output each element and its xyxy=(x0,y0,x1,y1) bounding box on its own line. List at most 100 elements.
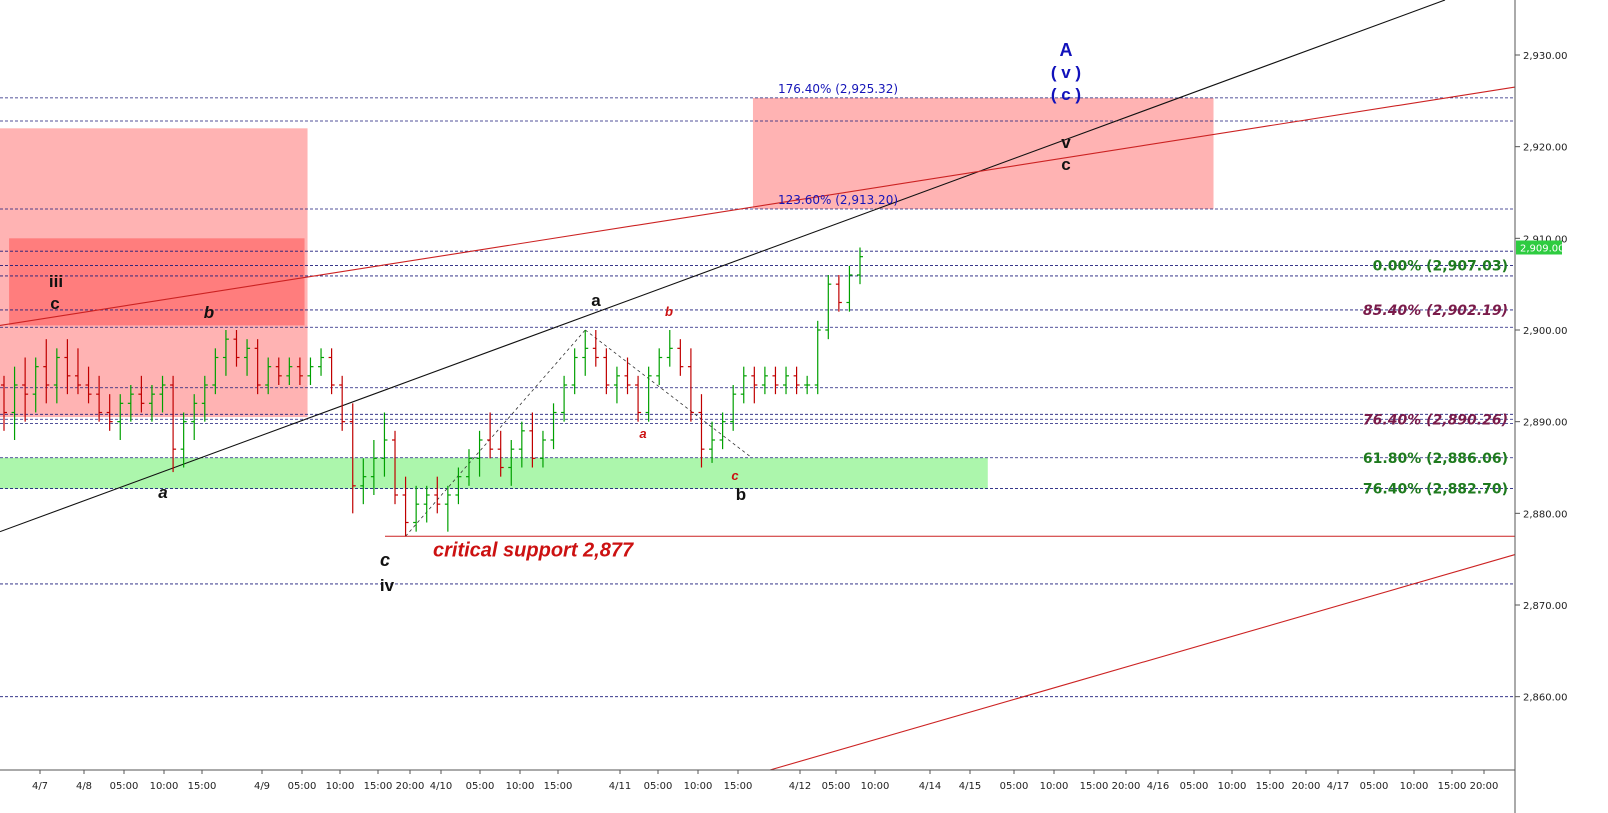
price-bar xyxy=(444,485,451,532)
price-bar xyxy=(286,357,293,385)
y-tick-label: 2,890.00 xyxy=(1523,418,1568,429)
price-bar xyxy=(635,375,642,422)
price-bar xyxy=(529,412,536,468)
price-bar xyxy=(603,348,610,395)
fib-label: 76.40% (2,890.26) xyxy=(1363,412,1508,428)
horizontal-levels-layer xyxy=(0,97,1515,698)
price-bar xyxy=(381,412,388,477)
x-tick-label: 4/7 xyxy=(32,781,48,792)
x-tick-label: 20:00 xyxy=(1112,781,1141,792)
price-bar xyxy=(751,366,758,404)
x-tick-label: 05:00 xyxy=(1000,781,1029,792)
x-tick-label: 4/16 xyxy=(1147,781,1169,792)
fib-label: 0.00% (2,907.03) xyxy=(1373,259,1508,275)
x-tick-label: 4/17 xyxy=(1327,781,1349,792)
x-tick-label: 20:00 xyxy=(1470,781,1499,792)
wave-label: iii xyxy=(49,272,63,291)
price-bar xyxy=(392,430,399,505)
price-bar xyxy=(857,247,863,285)
y-tick-label: 2,880.00 xyxy=(1523,509,1568,520)
trend-line xyxy=(769,554,1516,771)
price-bar xyxy=(74,348,81,395)
price-bar xyxy=(96,375,103,422)
price-bar xyxy=(656,348,663,385)
price-bar xyxy=(413,485,420,532)
x-tick-label: 15:00 xyxy=(364,781,393,792)
support-zone xyxy=(0,457,988,489)
price-bar xyxy=(318,348,325,376)
price-bar xyxy=(434,476,441,514)
x-tick-label: 10:00 xyxy=(150,781,179,792)
resistance-dark-zone xyxy=(9,238,305,326)
price-bar xyxy=(275,357,282,385)
wave-label: a xyxy=(591,291,601,310)
x-tick-label: 15:00 xyxy=(188,781,217,792)
price-bar xyxy=(222,330,229,376)
price-bars-layer xyxy=(1,247,863,537)
x-tick-label: 10:00 xyxy=(1040,781,1069,792)
price-bar xyxy=(201,375,208,422)
price-bar xyxy=(518,421,525,468)
price-bar xyxy=(804,375,811,395)
wave-label: a xyxy=(639,426,646,441)
last-price-tag xyxy=(1516,240,1562,255)
price-bar xyxy=(772,366,779,395)
x-tick-label: 4/15 xyxy=(959,781,981,792)
y-tick-label: 2,870.00 xyxy=(1523,601,1568,612)
wave-label: b xyxy=(204,303,214,322)
resistance-zone xyxy=(752,97,1214,209)
wave-label: v xyxy=(1061,133,1071,152)
fib-label: 85.40% (2,902.19) xyxy=(1363,303,1508,319)
price-bar xyxy=(476,430,483,477)
price-bar xyxy=(561,375,568,422)
x-tick-label: 05:00 xyxy=(466,781,495,792)
x-tick-label: 15:00 xyxy=(724,781,753,792)
price-bar xyxy=(170,375,177,473)
price-bar xyxy=(233,330,240,367)
price-bar xyxy=(180,412,187,468)
x-tick-label: 10:00 xyxy=(861,781,890,792)
price-bar xyxy=(296,357,303,385)
x-tick-label: 05:00 xyxy=(1180,781,1209,792)
price-bar xyxy=(846,265,853,312)
price-bar xyxy=(709,421,716,463)
x-tick-label: 05:00 xyxy=(110,781,139,792)
labels-layer: 176.40% (2,925.32) 123.60% (2,913.20) 0.00… xyxy=(49,40,1508,595)
y-tick-label: 2,920.00 xyxy=(1523,143,1568,154)
price-bar xyxy=(148,385,155,422)
price-bar xyxy=(22,357,29,422)
trend-lines-layer xyxy=(0,0,1516,771)
price-bar xyxy=(719,412,726,450)
price-bar xyxy=(32,357,39,413)
price-bar xyxy=(138,375,145,413)
last-price-label: 2,909.00 xyxy=(1520,244,1565,255)
price-bar xyxy=(254,339,261,395)
price-bar xyxy=(497,430,504,477)
axes-layer: 2,860.00 2,870.00 2,880.00 2,890.00 2,900.00… xyxy=(0,0,1568,813)
price-bar xyxy=(592,330,599,367)
price-bar xyxy=(265,357,272,395)
price-bar xyxy=(423,485,430,523)
x-tick-label: 15:00 xyxy=(544,781,573,792)
fib-label: 176.40% (2,925.32) xyxy=(778,82,898,96)
fib-label: 123.60% (2,913.20) xyxy=(778,193,898,207)
x-tick-label: 4/14 xyxy=(919,781,941,792)
price-bar xyxy=(64,339,71,395)
price-bar xyxy=(191,394,198,440)
price-bar xyxy=(687,348,694,422)
wave-label: c xyxy=(731,468,739,483)
price-bar xyxy=(307,357,314,385)
wave-label: ( v ) xyxy=(1051,63,1081,82)
price-bar xyxy=(835,275,842,312)
wave-guide-line xyxy=(584,329,753,459)
x-tick-label: 10:00 xyxy=(326,781,355,792)
y-tick-label: 2,930.00 xyxy=(1523,51,1568,62)
price-bar xyxy=(370,440,377,495)
wave-guide-layer xyxy=(405,329,753,537)
wave-label: A xyxy=(1060,40,1073,60)
price-bar xyxy=(783,366,790,395)
x-tick-label: 05:00 xyxy=(288,781,317,792)
price-bar xyxy=(740,366,747,404)
x-tick-label: 4/11 xyxy=(609,781,631,792)
trend-line xyxy=(0,0,1446,533)
